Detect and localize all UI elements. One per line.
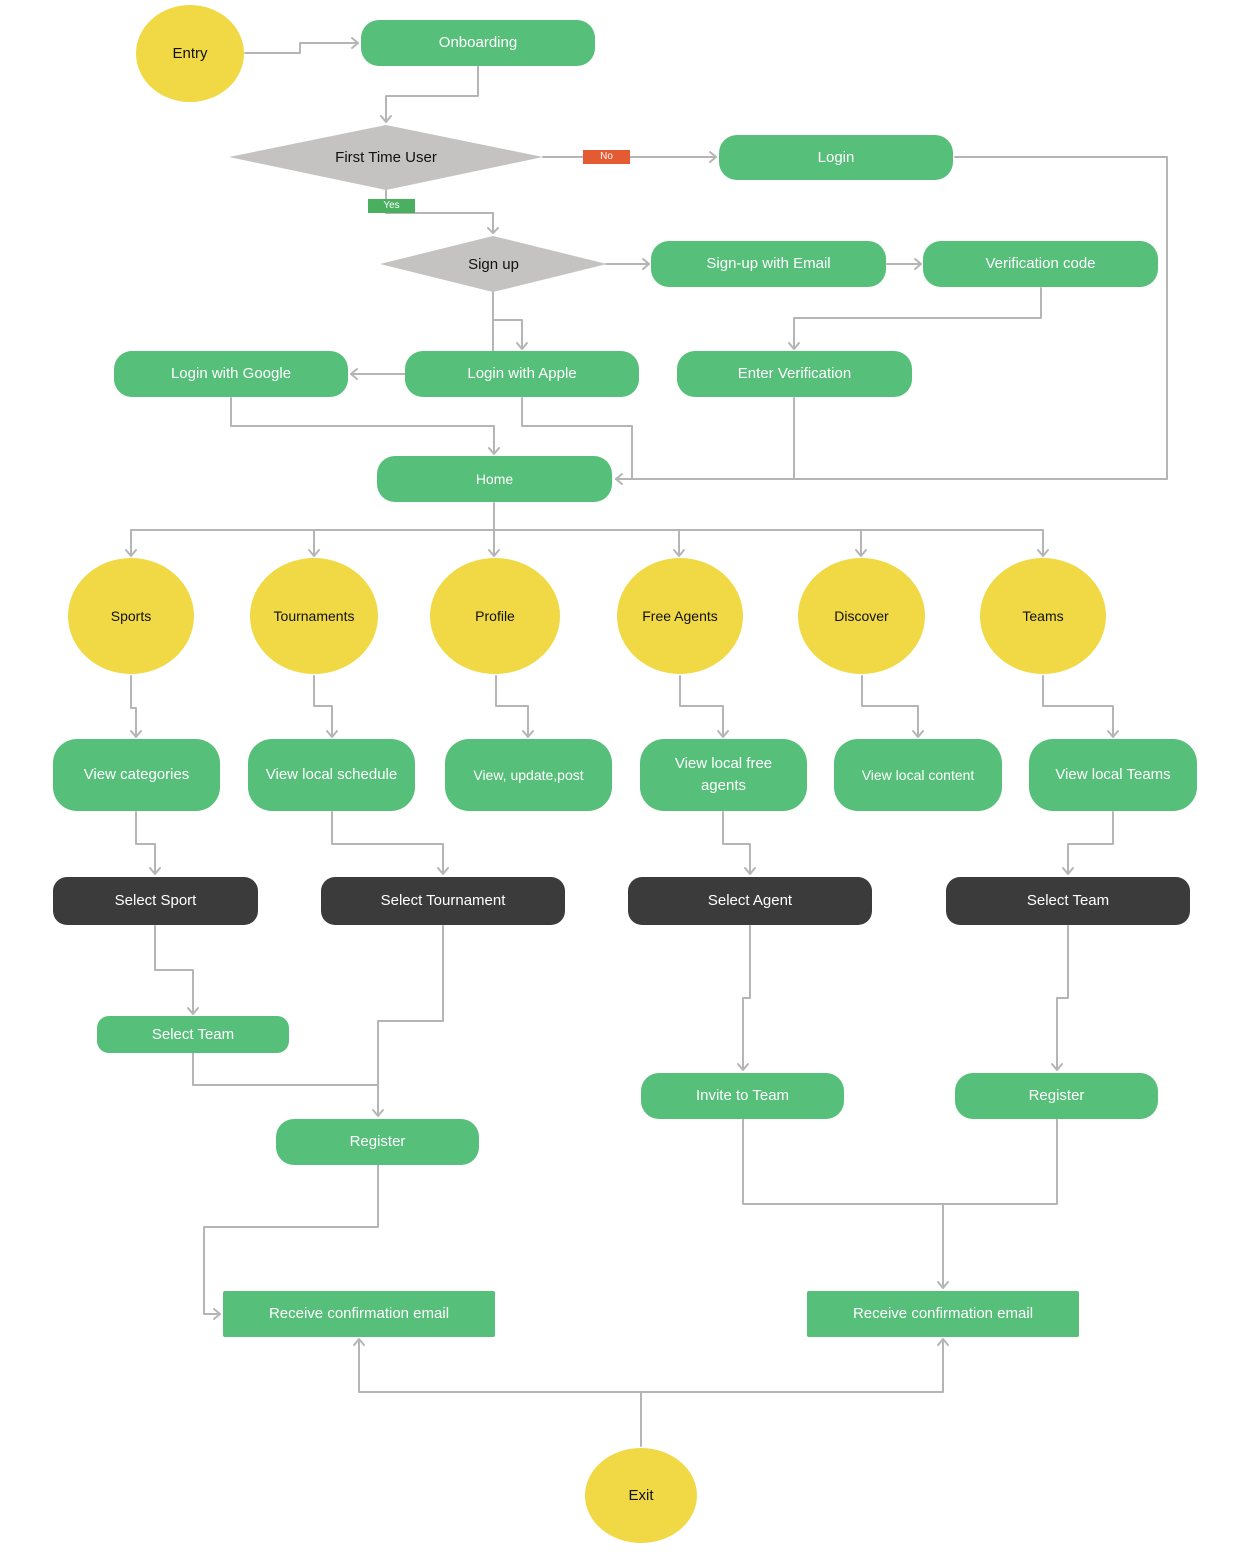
verification-code-node: Verification code (923, 241, 1158, 287)
no-tag-label: No (600, 151, 613, 162)
invite-to-team-label: Invite to Team (695, 1087, 790, 1104)
view-local-schedule-node: View local schedule (248, 739, 415, 811)
login-node: Login (719, 135, 953, 180)
select-sport-node: Select Sport (53, 877, 258, 925)
register-left-label: Register (349, 1133, 406, 1150)
entry-label: Entry (172, 44, 208, 62)
sports-node: Sports (68, 558, 194, 674)
register-right-label: Register (1028, 1087, 1085, 1104)
invite-to-team-node: Invite to Team (641, 1073, 844, 1119)
select-agent-label: Select Agent (707, 892, 793, 909)
view-categories-label: View categories (83, 766, 190, 783)
profile-node: Profile (430, 558, 560, 674)
view-local-schedule-label: View local schedule (265, 766, 398, 783)
register-right-node: Register (955, 1073, 1158, 1119)
view-categories-node: View categories (53, 739, 220, 811)
sign-up-decision: Sign up (380, 236, 607, 292)
login-apple-label: Login with Apple (467, 365, 577, 382)
view-update-post-node: View, update,post (445, 739, 612, 811)
exit-label: Exit (628, 1486, 654, 1504)
sign-up-email-label: Sign-up with Email (706, 255, 831, 272)
view-local-teams-label: View local Teams (1055, 766, 1171, 783)
discover-label: Discover (834, 608, 889, 624)
first-time-user-decision: First Time User (229, 125, 543, 190)
sign-up-label: Sign up (468, 255, 519, 273)
diamond-shape (380, 236, 607, 292)
discover-node: Discover (798, 558, 925, 674)
edge-enter-home (615, 397, 795, 480)
select-agent-node: Select Agent (628, 877, 872, 925)
tournaments-label: Tournaments (273, 608, 355, 624)
entry-node: Entry (136, 5, 244, 102)
tournaments-node: Tournaments (250, 558, 378, 674)
view-local-free-agents-label: View local free agents (674, 755, 773, 794)
select-team-green-label: Select Team (151, 1025, 235, 1043)
select-team-dark-node: Select Team (946, 877, 1190, 925)
edge-onboarding-first-time (385, 65, 479, 123)
select-tournament-label: Select Tournament (380, 892, 506, 909)
edge-verification-enter (793, 287, 1042, 349)
login-apple-node: Login with Apple (405, 351, 639, 397)
home-node: Home (377, 456, 612, 502)
teams-label: Teams (1022, 608, 1064, 624)
select-sport-label: Select Sport (114, 892, 197, 909)
enter-verification-label: Enter Verification (737, 365, 852, 382)
home-label: Home (475, 471, 514, 487)
select-tournament-node: Select Tournament (321, 877, 565, 925)
confirm-email-right-node: Receive confirmation email (807, 1291, 1079, 1337)
diamond-shape (229, 125, 543, 190)
view-local-free-agents-node: View local free agents (640, 739, 807, 811)
register-left-node: Register (276, 1119, 479, 1165)
login-label: Login (817, 148, 855, 166)
confirm-email-left-label: Receive confirmation email (268, 1305, 450, 1322)
login-google-label: Login with Google (170, 365, 292, 382)
select-team-green-node: Select Team (97, 1016, 289, 1053)
profile-label: Profile (475, 608, 515, 624)
no-tag: No (583, 150, 630, 164)
verification-code-label: Verification code (985, 255, 1096, 272)
yes-tag: Yes (368, 199, 415, 213)
edge-google-home (230, 397, 495, 454)
first-time-user-label: First Time User (335, 149, 437, 166)
sign-up-email-node: Sign-up with Email (651, 241, 886, 287)
view-local-content-node: View local content (834, 739, 1002, 811)
yes-tag-label: Yes (383, 200, 400, 211)
view-local-content-label: View local content (861, 767, 975, 783)
edge-login-home (615, 156, 1168, 480)
free-agents-label: Free Agents (642, 608, 718, 624)
confirm-email-right-label: Receive confirmation email (852, 1305, 1034, 1322)
login-google-node: Login with Google (114, 351, 348, 397)
sports-label: Sports (110, 608, 152, 624)
onboarding-label: Onboarding (438, 34, 518, 51)
free-agents-node: Free Agents (617, 558, 743, 674)
view-local-teams-node: View local Teams (1029, 739, 1197, 811)
view-update-post-label: View, update,post (473, 767, 584, 783)
select-team-dark-label: Select Team (1026, 892, 1110, 909)
edge-signup-apple (492, 291, 523, 349)
onboarding-node: Onboarding (361, 20, 595, 66)
exit-node: Exit (585, 1448, 697, 1543)
teams-node: Teams (980, 558, 1106, 674)
confirm-email-left-node: Receive confirmation email (223, 1291, 495, 1337)
enter-verification-node: Enter Verification (677, 351, 912, 397)
edge-entry-onboarding (244, 42, 359, 54)
